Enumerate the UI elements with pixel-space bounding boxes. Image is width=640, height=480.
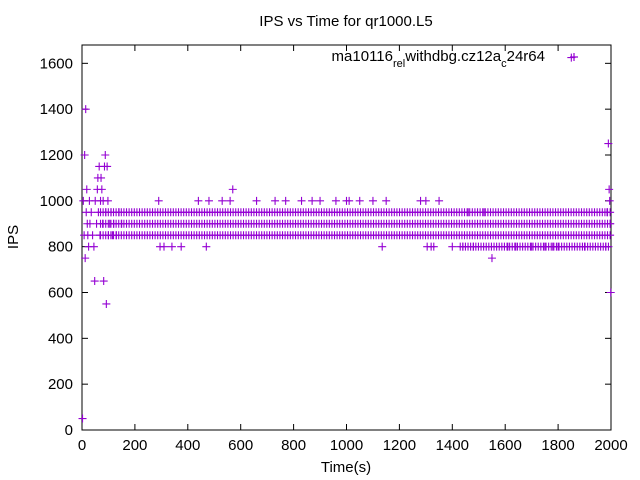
x-tick-label: 600 — [228, 437, 253, 454]
data-point — [281, 196, 290, 205]
data-point — [103, 162, 112, 171]
y-axis-label: IPS — [5, 225, 22, 249]
x-axis-label: Time(s) — [321, 459, 371, 476]
y-tick-label: 1600 — [40, 55, 73, 72]
data-point — [331, 196, 340, 205]
data-point — [605, 185, 614, 194]
data-points — [78, 53, 615, 423]
data-point — [218, 196, 227, 205]
data-point — [89, 242, 98, 251]
data-point — [102, 299, 111, 308]
data-point — [194, 196, 203, 205]
data-point — [228, 185, 237, 194]
data-point — [429, 242, 438, 251]
data-point — [81, 105, 90, 114]
data-point — [99, 277, 108, 286]
data-point — [271, 196, 280, 205]
data-point — [87, 208, 96, 217]
x-tick-label: 2000 — [594, 437, 627, 454]
y-tick-label: 600 — [48, 285, 73, 302]
y-tick-label: 800 — [48, 239, 73, 256]
y-axis: 0 200 400 600 800 1000 1200 1400 1600 — [40, 55, 611, 439]
data-point — [606, 208, 615, 217]
x-tick-label: 1000 — [330, 437, 363, 454]
y-tick-label: 1200 — [40, 147, 73, 164]
y-tick-label: 1000 — [40, 193, 73, 210]
data-point — [82, 185, 91, 194]
data-point — [97, 173, 106, 182]
data-point — [355, 196, 364, 205]
x-tick-label: 0 — [78, 437, 86, 454]
data-point — [606, 219, 615, 228]
legend: ma10116relwithdbg.cz12ac24r64 — [332, 48, 578, 70]
data-point — [567, 53, 576, 62]
data-point — [606, 231, 615, 240]
data-point — [97, 185, 106, 194]
data-point — [252, 196, 261, 205]
data-point — [345, 196, 354, 205]
x-tick-label: 1400 — [436, 437, 469, 454]
x-tick-label: 1800 — [541, 437, 574, 454]
data-point — [159, 242, 168, 251]
data-point — [90, 277, 99, 286]
data-point — [204, 196, 213, 205]
data-point — [605, 196, 614, 205]
data-point — [448, 242, 457, 251]
chart-title: IPS vs Time for qr1000.L5 — [259, 13, 432, 30]
data-point — [604, 139, 613, 148]
data-point — [308, 196, 317, 205]
data-point — [103, 196, 112, 205]
data-point — [606, 288, 615, 297]
data-point — [378, 242, 387, 251]
data-point — [167, 242, 176, 251]
y-tick-label: 400 — [48, 330, 73, 347]
data-point — [154, 196, 163, 205]
data-point — [316, 196, 325, 205]
legend-series-name: ma10116relwithdbg.cz12ac24r64 — [332, 48, 545, 70]
data-point — [177, 242, 186, 251]
x-tick-label: 400 — [175, 437, 200, 454]
y-tick-label: 200 — [48, 376, 73, 393]
data-point — [435, 196, 444, 205]
data-point — [202, 242, 211, 251]
x-tick-label: 1600 — [489, 437, 522, 454]
data-point — [226, 196, 235, 205]
x-tick-label: 200 — [122, 437, 147, 454]
data-point — [382, 196, 391, 205]
data-point — [421, 196, 430, 205]
data-point — [78, 414, 87, 423]
data-point — [81, 254, 90, 263]
data-point — [88, 231, 97, 240]
x-axis: 0 200 400 600 800 1000 1200 1400 1600 1800 2000 — [78, 45, 628, 454]
data-point — [80, 151, 89, 159]
data-point — [487, 254, 496, 263]
data-point — [368, 196, 377, 205]
y-tick-label: 0 — [65, 422, 73, 439]
x-tick-label: 800 — [281, 437, 306, 454]
data-point — [604, 242, 613, 251]
y-tick-label: 1400 — [40, 101, 73, 118]
x-tick-label: 1200 — [383, 437, 416, 454]
data-point — [101, 151, 110, 159]
data-point — [297, 196, 306, 205]
